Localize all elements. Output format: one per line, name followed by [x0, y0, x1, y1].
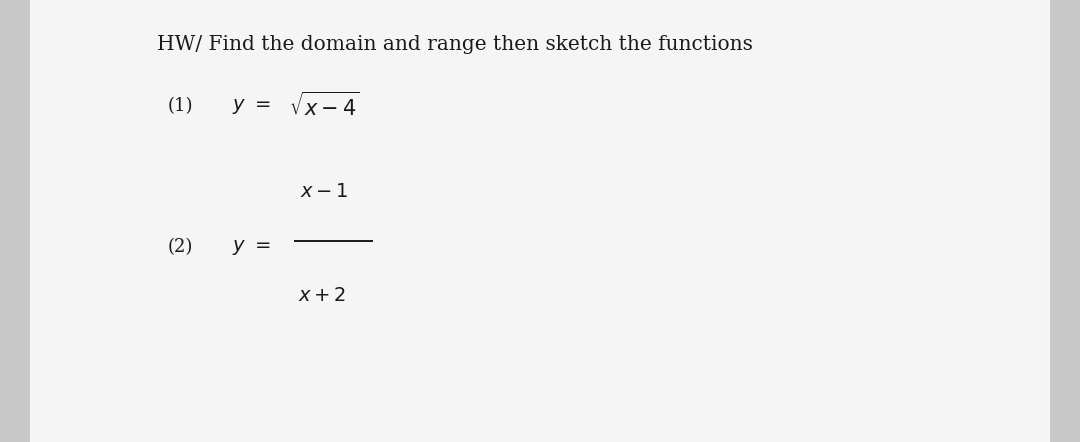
- Text: HW/ Find the domain and range then sketch the functions: HW/ Find the domain and range then sketc…: [157, 35, 753, 54]
- Text: $\mathit{y}\ =$: $\mathit{y}\ =$: [232, 238, 271, 257]
- Text: $\mathit{x}+2$: $\mathit{x}+2$: [298, 287, 347, 305]
- Text: (1): (1): [167, 97, 193, 115]
- Text: $\mathit{x}-1$: $\mathit{x}-1$: [300, 183, 349, 201]
- Text: (2): (2): [167, 239, 192, 256]
- Text: $\sqrt{\mathit{x}-4}$: $\sqrt{\mathit{x}-4}$: [289, 92, 361, 120]
- Text: $\mathit{y}\ =$: $\mathit{y}\ =$: [232, 97, 271, 115]
